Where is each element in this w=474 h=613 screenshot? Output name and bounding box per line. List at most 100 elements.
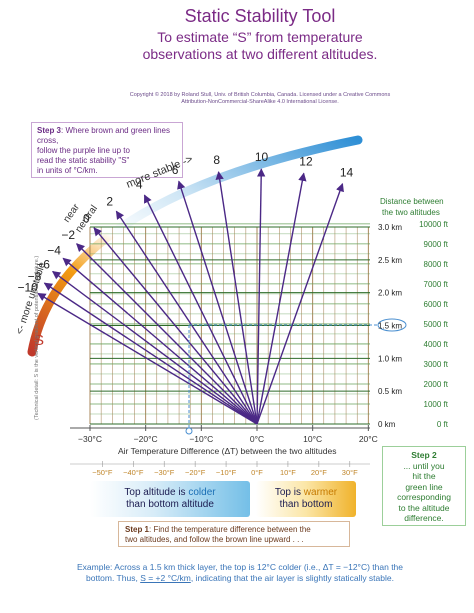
legend-cold-text-1: Top altitude is <box>124 487 189 498</box>
legend-cold-word: colder <box>188 487 216 498</box>
x-axis: −30°C −20°C −10°C 0°C 10°C 20°C −50°F −40°F −30°… <box>70 425 378 477</box>
x-tick-label-c: −20°C <box>134 434 158 444</box>
x-tick-label-f: −50°F <box>92 468 113 477</box>
legend-cold-text-2: than bottom altitude <box>126 499 214 510</box>
purple-stability-lines <box>37 168 344 425</box>
legend-warm-text-2: than bottom <box>279 499 333 510</box>
right-ft-label: 7000 ft <box>424 280 449 289</box>
stability-arc <box>27 135 363 357</box>
step3-text-3: read the static stability "S" <box>37 156 130 165</box>
stability-value-label: 2 <box>106 194 113 208</box>
purple-line <box>177 180 258 425</box>
example-start-marker <box>185 427 193 435</box>
purple-line <box>62 257 258 425</box>
example-result: S = +2 °C/km <box>140 573 191 583</box>
right-km-label: 1.0 km <box>378 354 402 363</box>
purple-line <box>256 172 307 425</box>
right-ft-label: 0 ft <box>437 420 449 429</box>
stability-value-label: −6 <box>36 257 50 271</box>
stability-value-label: 14 <box>340 165 354 179</box>
step3-label: Step 3 <box>37 126 62 135</box>
subtitle-line-1: To estimate “S” from temperature <box>157 29 363 45</box>
stability-value-label: 6 <box>172 163 179 177</box>
right-ft-label: 5000 ft <box>424 320 449 329</box>
x-tick-label-c: −30°C <box>78 434 102 444</box>
x-tick-label-c: −10°C <box>189 434 213 444</box>
x-tick-label-f: 20°F <box>311 468 327 477</box>
right-ft-label: 6000 ft <box>424 300 449 309</box>
right-axis-header-1: Distance between <box>380 197 444 206</box>
right-ft-label: 3000 ft <box>424 360 449 369</box>
x-axis-title: Air Temperature Difference (ΔT) between … <box>118 446 336 456</box>
right-km-label: 3.0 km <box>378 223 402 232</box>
step2-text-6: difference. <box>404 513 444 523</box>
purple-line <box>143 194 258 425</box>
step3-text-4: in units of °C/km. <box>37 166 98 175</box>
green-altitude-lines <box>90 223 370 425</box>
stability-value-label: −4 <box>47 244 61 258</box>
stability-value-label: 10 <box>255 150 269 164</box>
stability-value-labels: 14 12 10 8 6 4 2 0 −2−4−6−8−10 <box>17 150 353 294</box>
right-ft-label: 10000 ft <box>419 220 449 229</box>
right-km-label: 0.5 km <box>378 387 402 396</box>
page-subtitle: To estimate “S” from temperature observa… <box>110 29 410 63</box>
subtitle-line-2: observations at two different altitudes. <box>142 46 378 62</box>
legend-warm-text-1: Top is <box>274 487 304 498</box>
stability-value-label: 4 <box>136 177 143 191</box>
step1-box: Step 1: Find the temperature difference … <box>118 521 350 547</box>
purple-line <box>215 171 258 425</box>
step2-text-2: hit the <box>412 471 436 481</box>
step2-box: Step 2 ... until you hit the green line … <box>382 446 466 526</box>
x-tick-label-f: −40°F <box>123 468 144 477</box>
stability-value-label: −10 <box>17 280 38 294</box>
copyright-line-2: Attribution-NonCommercial-ShareAlike 4.0… <box>181 99 339 105</box>
stability-value-label: −2 <box>61 228 75 242</box>
right-ft-label: 4000 ft <box>424 340 449 349</box>
purple-line <box>51 270 258 425</box>
right-km-label: 2.5 km <box>378 256 402 265</box>
legend-warm-word: warmer <box>303 487 338 498</box>
page-title: Static Stability Tool <box>184 6 336 26</box>
x-tick-label-f: 0°F <box>251 468 263 477</box>
example-altitude-marker <box>377 318 407 332</box>
step3-text-1: : Where brown and green lines cross, <box>37 126 170 145</box>
step1-text-1: : Find the temperature difference betwee… <box>149 525 311 534</box>
arc-label-more-stable: more stable -> <box>125 153 195 191</box>
x-tick-label-f: 10°F <box>280 468 296 477</box>
x-tick-label-c: 20°C <box>359 434 378 444</box>
x-tick-label-c: 10°C <box>303 434 322 444</box>
purple-line <box>93 227 258 425</box>
right-axis-header-2: the two altitudes <box>382 208 440 217</box>
step1-label: Step 1 <box>125 525 150 534</box>
copyright-line-1: Copyright © 2018 by Roland Stull, Univ. … <box>129 92 391 98</box>
right-ft-label: 8000 ft <box>424 260 449 269</box>
example-line-1: Example: Across a 1.5 km thick layer, th… <box>76 562 404 572</box>
stability-value-label: 8 <box>213 153 220 167</box>
right-km-label: 0 km <box>378 420 396 429</box>
legend-warmer: Top is warmer than bottom <box>256 481 356 517</box>
stability-symbol-s: S <box>34 332 44 349</box>
right-km-label: 2.0 km <box>378 289 402 298</box>
step2-text-5: to the altitude <box>398 502 450 513</box>
stability-value-label: 0 <box>83 212 90 226</box>
legend-colder: Top altitude is colder than bottom altit… <box>90 481 250 517</box>
step2-label: Step 2 <box>411 450 437 460</box>
step2-text-3: green line <box>405 481 443 492</box>
example-text: Example: Across a 1.5 km thick layer, th… <box>40 562 440 584</box>
left-technical-note: (Technical detail: S is the vertical gra… <box>34 256 40 420</box>
step3-box: Step 3: Where brown and green lines cros… <box>31 122 183 178</box>
purple-line <box>256 168 266 425</box>
copyright-notice: Copyright © 2018 by Roland Stull, Univ. … <box>110 92 410 106</box>
right-km-label: 1.5 km <box>378 322 402 331</box>
x-tick-label-f: 30°F <box>342 468 358 477</box>
purple-line <box>43 282 258 425</box>
x-tick-label-f: −10°F <box>216 468 237 477</box>
purple-line <box>37 292 258 425</box>
purple-line <box>76 243 258 425</box>
right-axis-labels: 3.0 km 2.5 km 2.0 km 1.5 km 1.0 km 0.5 km 0 km… <box>378 220 449 429</box>
x-tick-label-c: 0°C <box>250 434 264 444</box>
step3-text-2: follow the purple line up to <box>37 146 130 155</box>
step2-text-4: corresponding <box>397 492 451 502</box>
